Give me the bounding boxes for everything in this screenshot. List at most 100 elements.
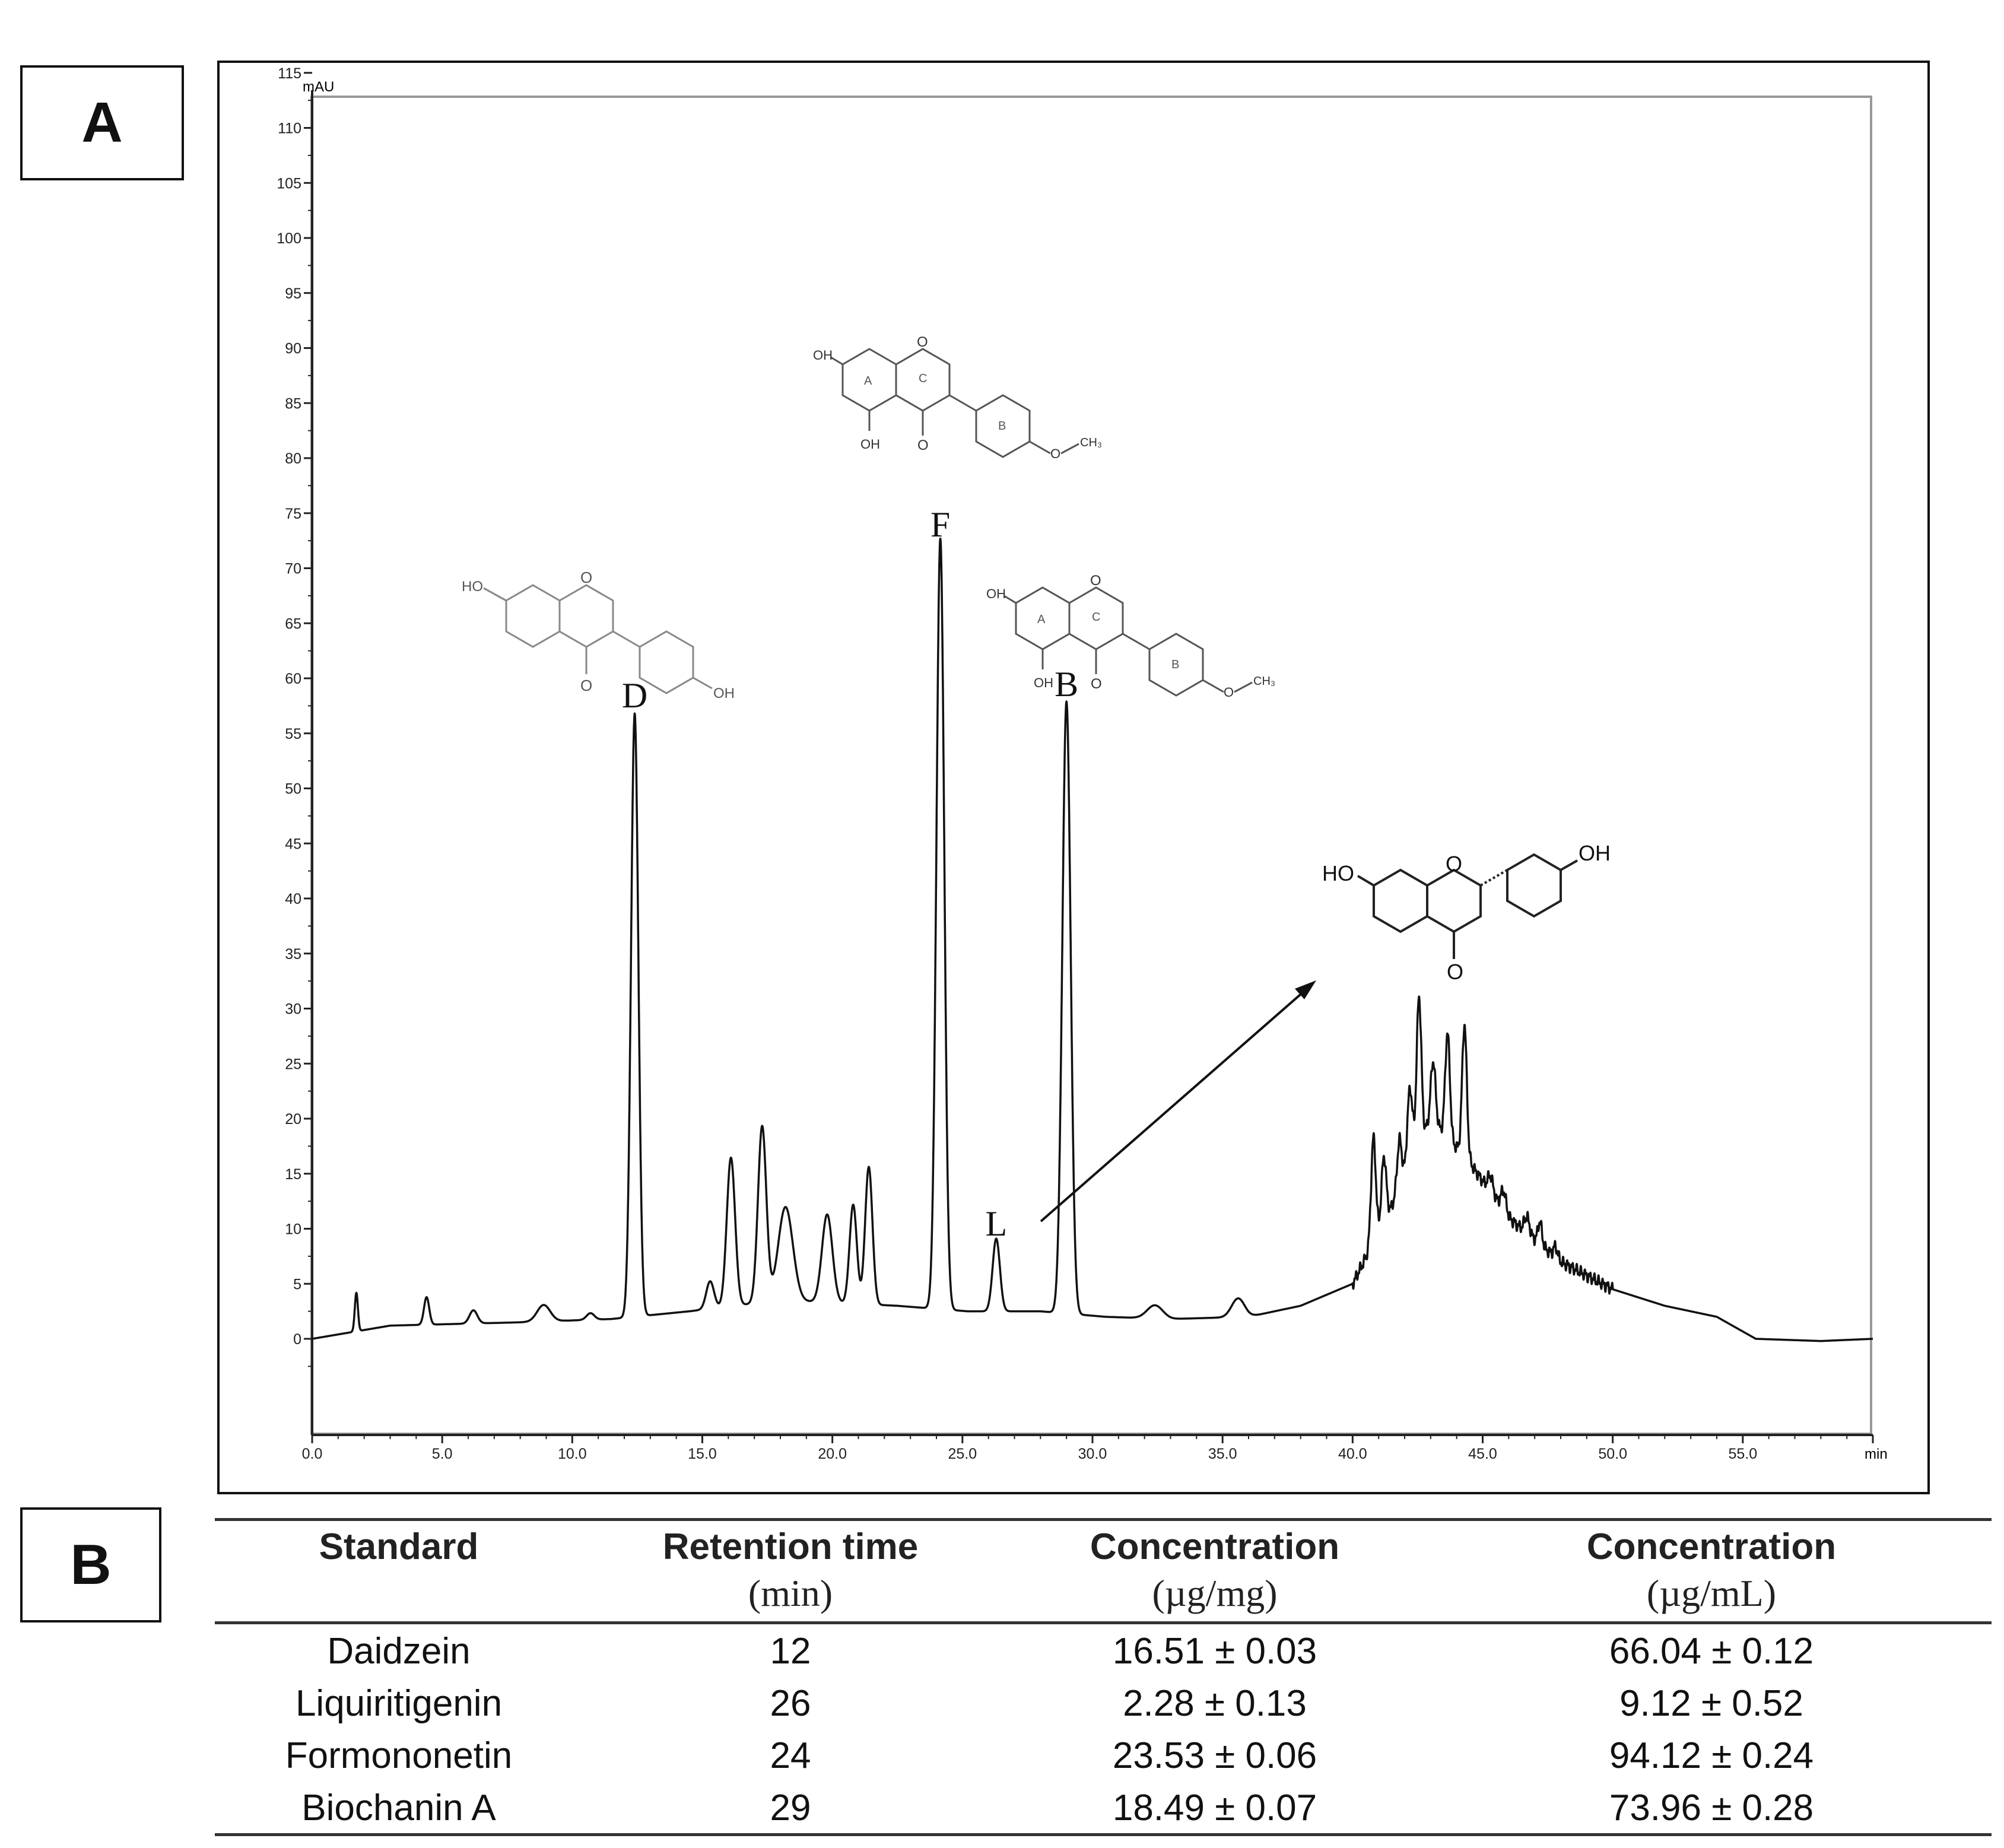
biochanin-mid-o: O bbox=[1090, 573, 1101, 589]
cell-conc-mg: 18.49 ± 0.07 bbox=[998, 1781, 1431, 1836]
biochanin-top-methoxy: CH₃ bbox=[1080, 436, 1102, 449]
y-ticks: 0 5 10 15 20 25 30 35 40 45 50 55 60 65 70 75 80 85 90 95 10… bbox=[277, 65, 312, 1367]
y-tick-label: 5 bbox=[293, 1276, 301, 1293]
plot-border bbox=[310, 96, 1872, 1435]
y-tick-label: 90 bbox=[285, 341, 301, 357]
unit-concentration-ml: (µg/mL) bbox=[1431, 1568, 1992, 1624]
x-tick-label: 15.0 bbox=[688, 1446, 717, 1462]
unit-concentration-mg: (µg/mg) bbox=[998, 1568, 1431, 1624]
table-header-row: Standard Retention time Concentration Co… bbox=[215, 1521, 1992, 1568]
daidzein-ho-label: HO bbox=[462, 579, 483, 595]
cell-conc-mg: 23.53 ± 0.06 bbox=[1112, 1735, 1317, 1776]
x-ticks: 0.0 5.0 10.0 15.0 20.0 25.0 30.0 35.0 40.0 45.0 50… bbox=[302, 1435, 1874, 1462]
liquiritigenin-oh: OH bbox=[1579, 841, 1611, 865]
biochanin-mid-methoxy-o: O bbox=[1224, 685, 1234, 700]
y-tick-label: 110 bbox=[278, 120, 301, 137]
y-tick-label: 100 bbox=[277, 230, 301, 247]
y-tick-label: 20 bbox=[285, 1111, 301, 1128]
biochanin-top-ring-a: A bbox=[864, 374, 872, 388]
header-retention: Retention time bbox=[662, 1526, 919, 1567]
y-axis-label: mAU bbox=[303, 79, 334, 95]
x-tick-label: 20.0 bbox=[818, 1446, 847, 1462]
cell-conc-ml: 66.04 ± 0.12 bbox=[1609, 1630, 1814, 1672]
liquiritigenin-keto: O bbox=[1447, 960, 1463, 984]
unit-retention: (min) bbox=[583, 1568, 998, 1624]
cell-standard: Biochanin A bbox=[215, 1781, 583, 1836]
x-tick-label: 35.0 bbox=[1208, 1446, 1237, 1462]
biochanin-top-ring-c: C bbox=[919, 372, 927, 385]
table-row: Formononetin 24 23.53 ± 0.06 94.12 ± 0.2… bbox=[215, 1729, 1992, 1781]
biochanin-mid-structure: OH O OH O A C B O CH₃ bbox=[986, 573, 1275, 700]
biochanin-mid-ring-b: B bbox=[1171, 658, 1179, 671]
peak-label-f: F bbox=[930, 505, 950, 544]
y-tick-label: 40 bbox=[285, 891, 301, 907]
peak-label-b: B bbox=[1055, 665, 1078, 704]
y-tick-label: 0 bbox=[293, 1331, 301, 1348]
biochanin-mid-oh1: OH bbox=[986, 586, 1006, 601]
biochanin-mid-oh2: OH bbox=[1034, 675, 1053, 690]
header-standard: Standard bbox=[319, 1526, 479, 1567]
panel-b-label: B bbox=[20, 1507, 161, 1622]
liquiritigenin-structure: HO O OH O bbox=[1322, 841, 1611, 984]
biochanin-top-structure: OH O OH O A C B O CH₃ bbox=[813, 334, 1102, 461]
y-tick-label: 105 bbox=[277, 175, 301, 192]
biochanin-mid-ring-c: C bbox=[1092, 611, 1100, 624]
biochanin-top-ring-b: B bbox=[998, 420, 1006, 433]
biochanin-top-methoxy-o: O bbox=[1050, 446, 1060, 461]
y-tick-label: 10 bbox=[285, 1221, 301, 1238]
axes bbox=[311, 90, 1873, 1436]
x-tick-label: 30.0 bbox=[1078, 1446, 1107, 1462]
liquiritigenin-o: O bbox=[1446, 852, 1462, 876]
x-tick-label: 10.0 bbox=[558, 1446, 587, 1462]
x-tick-label: 5.0 bbox=[432, 1446, 453, 1462]
biochanin-top-oh2: OH bbox=[860, 437, 880, 452]
table-row: Biochanin A 29 18.49 ± 0.07 73.96 ± 0.28 bbox=[215, 1781, 1992, 1836]
daidzein-keto-label: O bbox=[580, 677, 592, 694]
cell-conc-mg: 16.51 ± 0.03 bbox=[1112, 1630, 1317, 1672]
biochanin-mid-methoxy: CH₃ bbox=[1253, 675, 1275, 688]
y-tick-label: 85 bbox=[285, 395, 301, 412]
y-tick-label: 45 bbox=[285, 836, 301, 852]
chromatogram-frame: mAU min 0 5 10 15 20 25 30 35 40 45 50 55 60 65 70 75 80… bbox=[217, 61, 1930, 1494]
cell-standard: Formononetin bbox=[285, 1735, 513, 1776]
peak-labels: D F L B bbox=[622, 505, 1078, 1243]
y-tick-label: 35 bbox=[285, 946, 301, 963]
biochanin-top-o: O bbox=[917, 334, 928, 350]
daidzein-o-label: O bbox=[580, 569, 592, 586]
x-tick-label: 50.0 bbox=[1598, 1446, 1627, 1462]
x-tick-label: 0.0 bbox=[302, 1446, 323, 1462]
cell-standard: Daidzein bbox=[327, 1630, 471, 1672]
y-tick-label: 50 bbox=[285, 781, 301, 798]
y-tick-label: 115 bbox=[278, 65, 301, 82]
y-tick-label: 75 bbox=[285, 506, 301, 522]
biochanin-mid-keto: O bbox=[1091, 676, 1102, 692]
x-tick-label: 40.0 bbox=[1338, 1446, 1367, 1462]
unit-standard bbox=[215, 1568, 583, 1624]
x-tick-label: 25.0 bbox=[948, 1446, 977, 1462]
cell-conc-ml: 73.96 ± 0.28 bbox=[1431, 1781, 1992, 1836]
annotation-arrow bbox=[1040, 980, 1316, 1223]
table-unit-row: (min) (µg/mg) (µg/mL) bbox=[215, 1568, 1992, 1624]
daidzein-structure: HO O O OH bbox=[462, 569, 735, 701]
x-tick-label: 55.0 bbox=[1728, 1446, 1757, 1462]
cell-retention: 26 bbox=[770, 1682, 811, 1724]
peak-label-l: L bbox=[985, 1204, 1007, 1243]
y-tick-label: 30 bbox=[285, 1001, 301, 1018]
cell-conc-ml: 94.12 ± 0.24 bbox=[1609, 1735, 1814, 1776]
y-tick-label: 95 bbox=[285, 285, 301, 302]
chromatogram-chart: mAU min 0 5 10 15 20 25 30 35 40 45 50 55 60 65 70 75 80… bbox=[277, 65, 1888, 1462]
cell-standard: Liquiritigenin bbox=[295, 1682, 503, 1724]
header-concentration-ml: Concentration bbox=[1586, 1526, 1837, 1567]
cell-conc-mg: 2.28 ± 0.13 bbox=[1123, 1682, 1307, 1724]
y-tick-label: 70 bbox=[285, 561, 301, 577]
y-tick-label: 80 bbox=[285, 450, 301, 467]
y-tick-label: 55 bbox=[285, 726, 301, 742]
cell-retention: 29 bbox=[583, 1781, 998, 1836]
cell-retention: 24 bbox=[770, 1735, 811, 1776]
table-row: Liquiritigenin 26 2.28 ± 0.13 9.12 ± 0.5… bbox=[215, 1676, 1992, 1729]
biochanin-top-keto: O bbox=[917, 437, 929, 453]
x-axis-label: min bbox=[1865, 1446, 1888, 1462]
biochanin-mid-ring-a: A bbox=[1037, 613, 1046, 626]
table-row: Daidzein 12 16.51 ± 0.03 66.04 ± 0.12 bbox=[215, 1623, 1992, 1677]
results-table: Standard Retention time Concentration Co… bbox=[215, 1518, 1992, 1836]
